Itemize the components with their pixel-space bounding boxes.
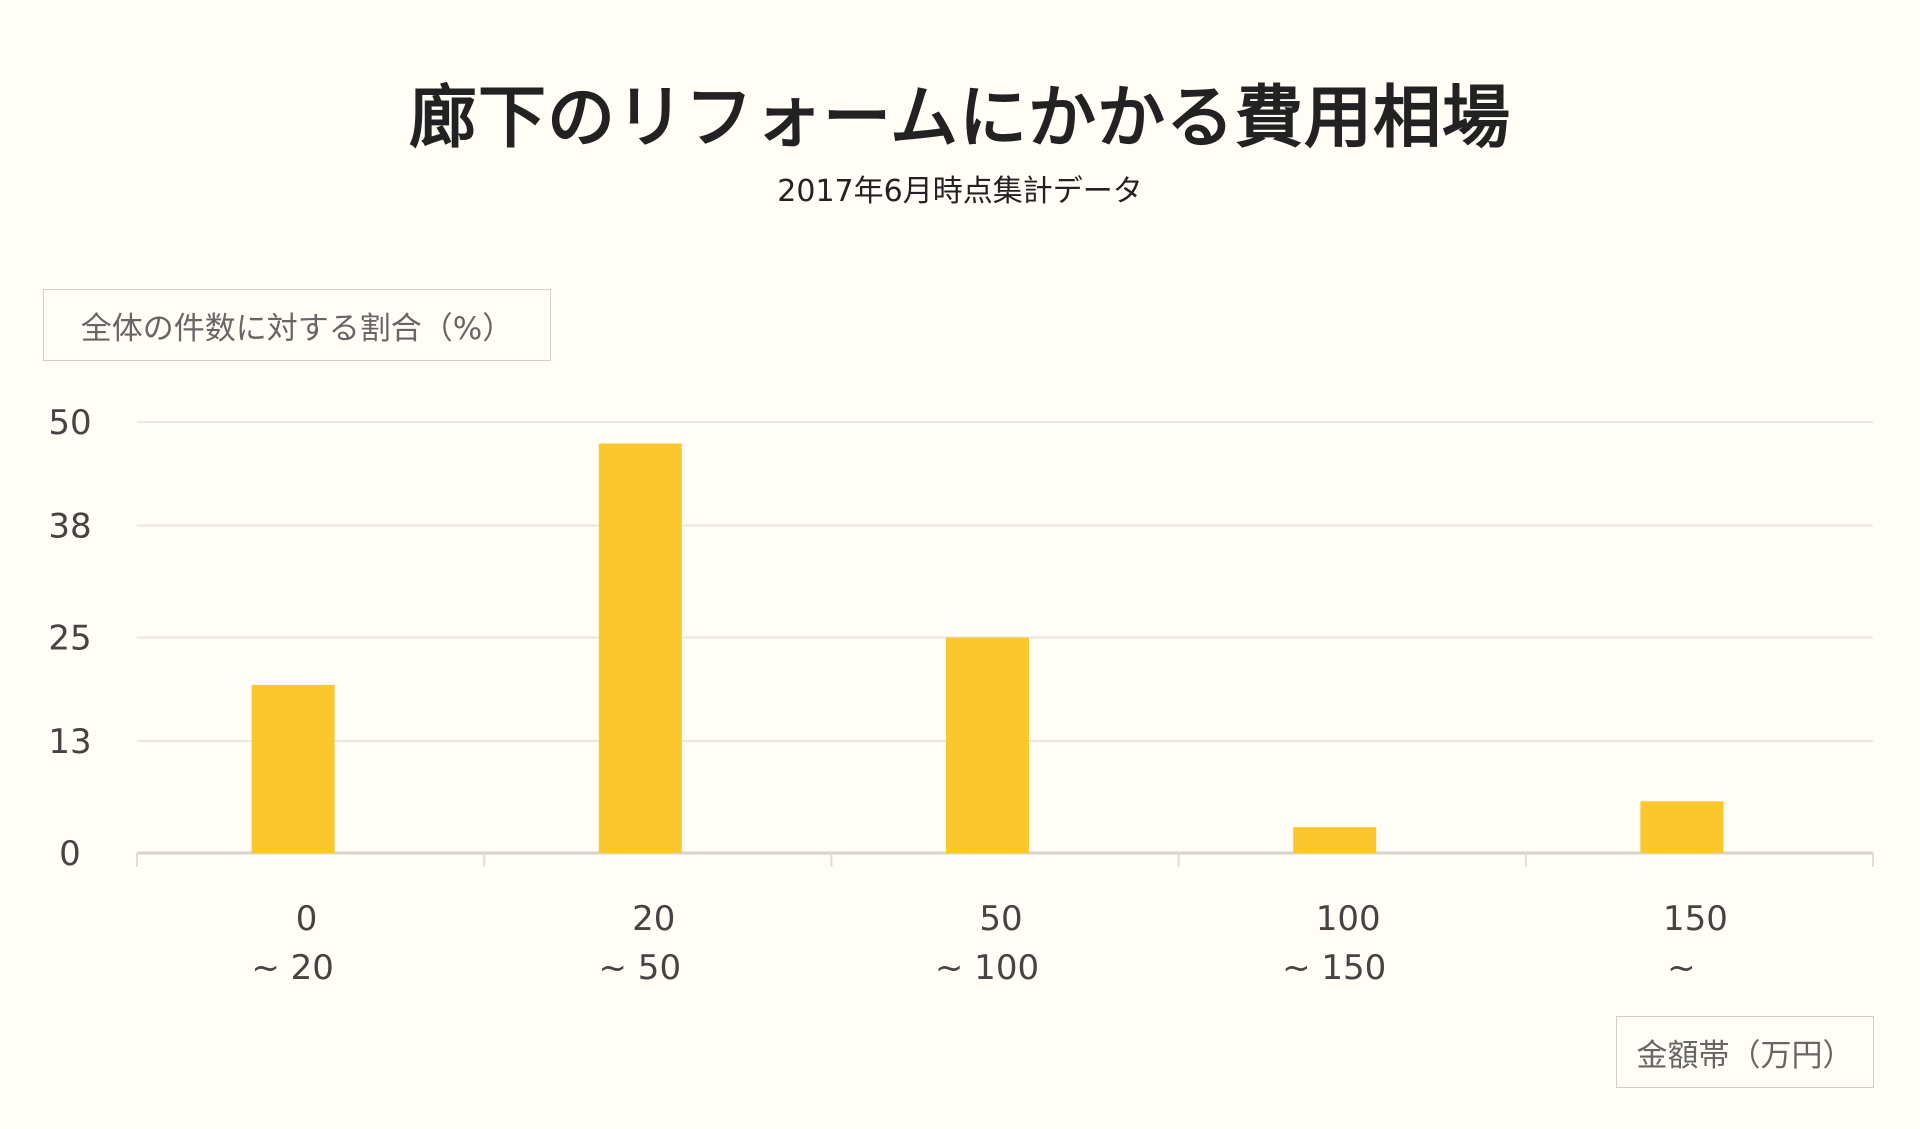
y-tick-label: 38 [48,506,91,546]
x-axis-label: 金額帯（万円） [1616,1016,1874,1088]
chart-title: 廊下のリフォームにかかる費用相場 [409,79,1511,158]
x-tick-label: 150 [1663,899,1728,939]
y-tick-label: 50 [48,403,91,443]
y-axis-label: 全体の件数に対する割合（%） [43,289,551,361]
x-tick-label: ~ [1667,948,1696,988]
y-tick-label: 13 [48,722,91,762]
x-tick-label: 50 [979,899,1022,939]
bar [946,637,1029,853]
x-tick-label: ~ 50 [599,948,682,988]
bar [1293,827,1377,853]
x-tick-label: ~ 20 [251,948,334,988]
x-tick-label: ~ 150 [1282,948,1386,988]
x-tick-label: 0 [296,899,318,939]
bar [251,684,335,853]
y-tick-label: 0 [59,834,81,874]
x-tick-label: 20 [632,899,675,939]
y-tick-label: 25 [48,619,91,659]
x-tick-label: 100 [1316,899,1381,939]
bar [598,443,682,853]
chart-subtitle: 2017年6月時点集計データ [777,174,1143,209]
x-tick-label: ~ 100 [935,948,1039,988]
bar [1640,801,1724,853]
